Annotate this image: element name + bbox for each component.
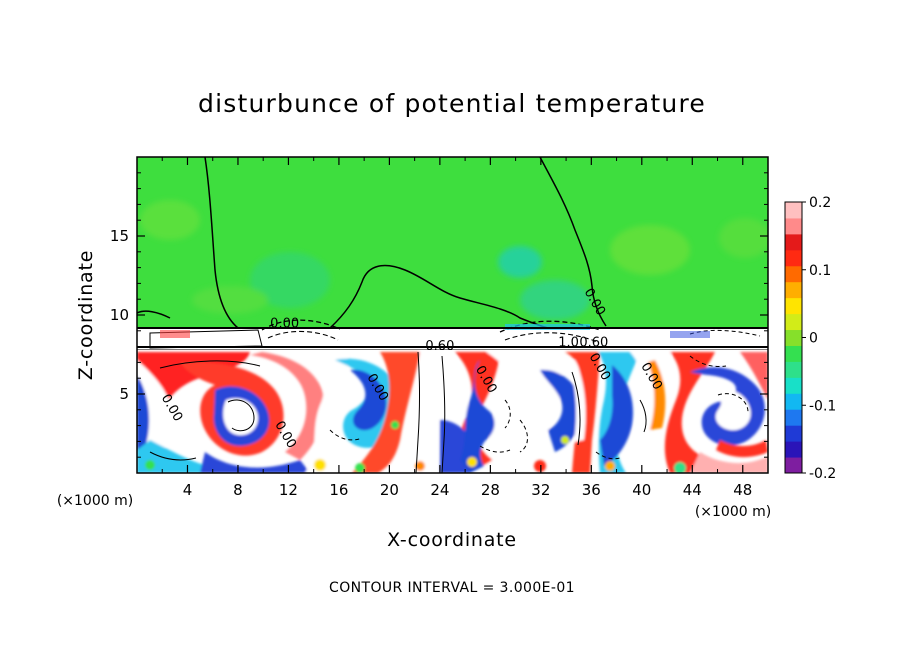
upper-layer-texture bbox=[140, 200, 768, 320]
x-unit-label-right: (×1000 m) bbox=[695, 504, 771, 520]
x-tick-label: 24 bbox=[430, 481, 449, 499]
colorbar-swatch bbox=[785, 329, 802, 346]
x-tick-label: 40 bbox=[632, 481, 651, 499]
x-tick-label: 8 bbox=[233, 481, 243, 499]
lower-layer-eddies bbox=[137, 352, 768, 473]
colorbar-swatch bbox=[785, 361, 802, 378]
colorbar-swatch bbox=[785, 313, 802, 331]
colorbar-tick-label: -0.2 bbox=[809, 466, 836, 482]
colorbar-swatch bbox=[785, 249, 802, 267]
contour-interval-note: CONTOUR INTERVAL = 3.000E-01 bbox=[329, 580, 575, 596]
x-tick-label: 32 bbox=[531, 481, 550, 499]
colorbar: 0.2 0.1 0 -0.1 -0.2 bbox=[784, 195, 836, 482]
contour-label: 0.60 bbox=[425, 339, 454, 354]
x-tick-label: 48 bbox=[733, 481, 752, 499]
y-axis-title: Z-coordinate bbox=[75, 250, 97, 380]
lower-contours bbox=[149, 351, 749, 473]
colorbar-swatch bbox=[785, 233, 802, 251]
colorbar-swatch bbox=[785, 393, 802, 410]
colorbar-tick-label: 0.1 bbox=[809, 263, 831, 279]
x-tick-label: 36 bbox=[582, 481, 601, 499]
colorbar-swatch bbox=[785, 441, 802, 458]
colorbar-tick-label: 0 bbox=[809, 331, 818, 347]
y-tick-label: 10 bbox=[110, 306, 129, 324]
x-axis: 4 8 12 16 20 24 28 32 36 40 44 48 bbox=[161, 157, 752, 499]
y-tick-label: 15 bbox=[110, 227, 129, 245]
colorbar-swatch bbox=[785, 425, 802, 442]
y-axis: 5 10 15 bbox=[110, 172, 768, 458]
plot-area bbox=[137, 157, 768, 473]
chart-title: disturbunce of potential temperature bbox=[198, 89, 706, 118]
colorbar-swatch bbox=[785, 345, 802, 362]
colorbar-swatch bbox=[785, 202, 802, 219]
x-tick-label: 28 bbox=[481, 481, 500, 499]
contour-label: 0.00 bbox=[270, 317, 299, 332]
colorbar-swatch bbox=[785, 297, 802, 315]
colorbar-swatch bbox=[785, 409, 802, 426]
x-tick-label: 4 bbox=[183, 481, 193, 499]
y-tick-label: 5 bbox=[119, 385, 129, 403]
colorbar-tick-label: 0.2 bbox=[809, 195, 831, 211]
x-tick-label: 20 bbox=[380, 481, 399, 499]
x-tick-label: 44 bbox=[683, 481, 702, 499]
colorbar-swatch bbox=[785, 377, 802, 394]
colorbar-swatch bbox=[785, 281, 802, 299]
x-unit-label-left: (×1000 m) bbox=[57, 493, 133, 509]
colorbar-swatch bbox=[785, 217, 802, 235]
upper-contour-line bbox=[137, 157, 607, 329]
x-tick-label: 12 bbox=[279, 481, 298, 499]
colorbar-tick-label: -0.1 bbox=[809, 398, 836, 414]
colorbar-swatch bbox=[785, 265, 802, 283]
contour-label: 0.60 bbox=[579, 336, 608, 351]
boundary-band bbox=[137, 327, 768, 350]
contour-label: 1.0 bbox=[558, 336, 579, 351]
colorbar-swatch bbox=[785, 457, 802, 474]
x-axis-title: X-coordinate bbox=[387, 529, 517, 551]
x-tick-label: 16 bbox=[329, 481, 348, 499]
